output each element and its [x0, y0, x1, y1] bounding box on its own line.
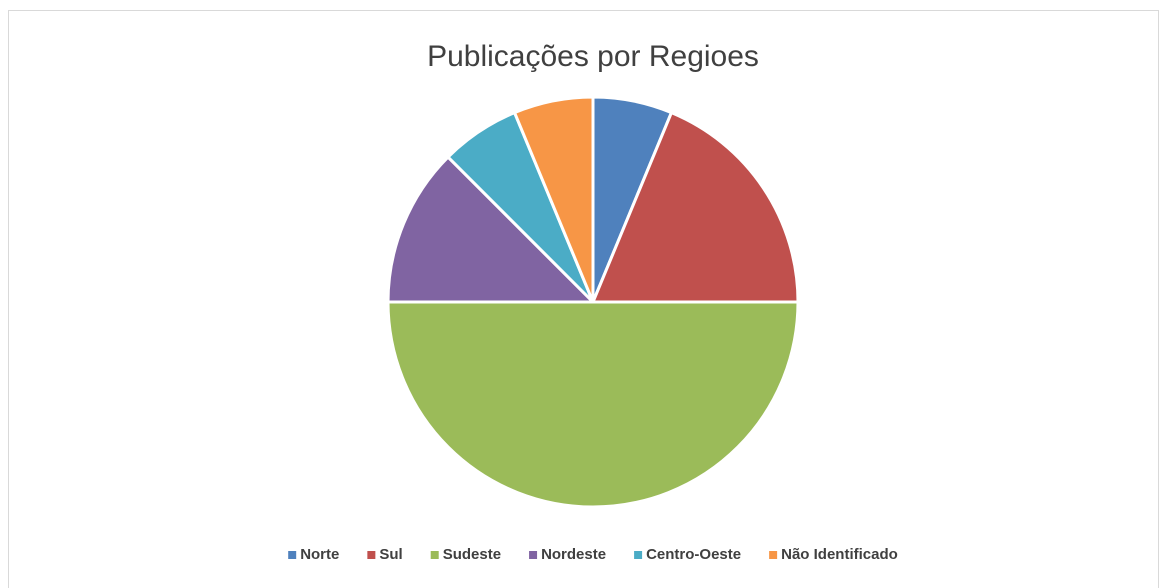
- pie-slice: [386, 300, 800, 509]
- legend-label: Norte: [300, 546, 339, 563]
- legend-label: Sul: [379, 546, 402, 563]
- pie-slice: [590, 110, 800, 304]
- legend-swatch: [769, 551, 778, 559]
- pie-slice: [386, 154, 597, 304]
- legend-swatch: [288, 551, 297, 559]
- legend-swatch: [367, 551, 376, 559]
- chart-title: Publicações por Regioes: [427, 40, 759, 73]
- legend-label: Sudeste: [443, 546, 501, 563]
- legend-label: Não Identificado: [781, 546, 898, 563]
- legend-swatch: [529, 551, 538, 559]
- legend-swatch: [634, 551, 643, 559]
- pie-slice: [512, 95, 595, 303]
- legend-label: Nordeste: [541, 546, 606, 563]
- legend-label: Centro-Oeste: [646, 546, 741, 563]
- legend-swatch: [430, 551, 439, 559]
